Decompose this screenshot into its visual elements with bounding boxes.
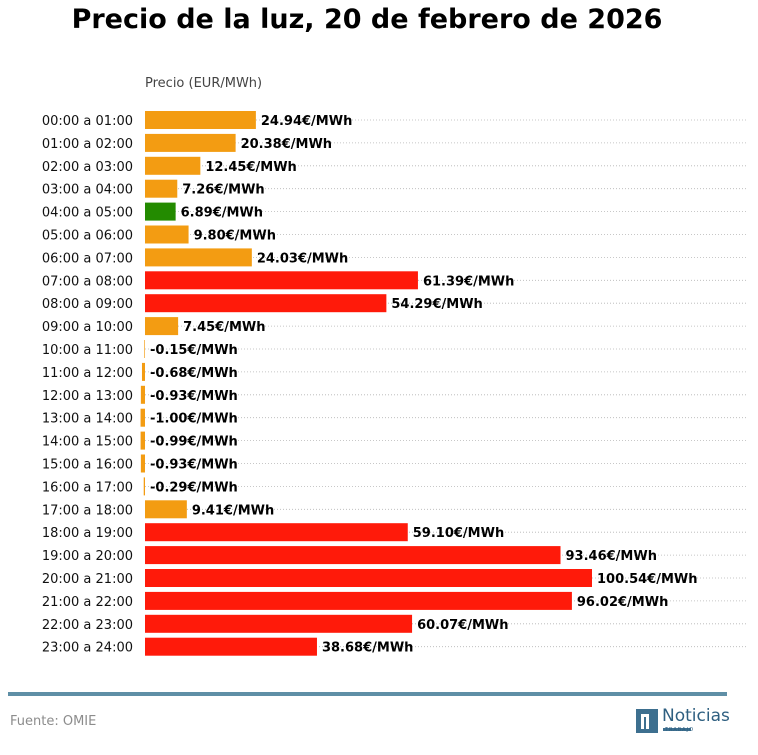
y-tick-label: 13:00 a 14:00 [42,412,133,427]
y-tick-label: 07:00 a 08:00 [42,274,133,289]
data-label: 38.68€/MWh [322,641,413,656]
bar [145,614,413,633]
data-label: 60.07€/MWh [417,618,508,633]
data-label: 12.45€/MWh [205,160,296,175]
y-tick-label: 05:00 a 06:00 [42,229,133,244]
y-tick-label: 02:00 a 03:00 [42,160,133,175]
bar [145,156,201,175]
data-label: 24.03€/MWh [257,251,348,266]
data-label: 100.54€/MWh [597,572,698,587]
bar [140,431,145,450]
data-label: -0.99€/MWh [150,435,238,450]
bar [145,111,256,129]
data-label: 24.94€/MWh [261,114,352,129]
bar [145,294,387,313]
bar [145,133,236,152]
logo-underline [663,728,691,731]
bar [140,408,145,427]
data-label: 59.10€/MWh [413,526,504,541]
y-tick-label: 22:00 a 23:00 [42,618,133,633]
y-tick-label: 19:00 a 20:00 [42,549,133,564]
x-axis-label: Precio (EUR/MWh) [145,76,262,91]
bar [145,546,561,565]
y-tick-label: 04:00 a 05:00 [42,206,133,221]
y-tick-label: 21:00 a 22:00 [42,595,133,610]
y-tick-label: 01:00 a 02:00 [42,137,133,152]
bar [145,271,418,290]
footer-divider [8,692,727,696]
bar [145,225,189,244]
data-label: 96.02€/MWh [577,595,668,610]
data-label: -1.00€/MWh [150,412,238,427]
bar [140,454,145,473]
bar [145,523,408,542]
noticias-trabajo-logo: Noticias TRABAJO [636,706,732,736]
y-tick-label: 14:00 a 15:00 [42,435,133,450]
y-tick-label: 15:00 a 16:00 [42,458,133,473]
bar [143,477,145,496]
bar [145,637,317,656]
y-tick-label: 17:00 a 18:00 [42,503,133,518]
source-text: Fuente: OMIE [10,714,97,729]
y-tick-label: 10:00 a 11:00 [42,343,133,358]
bar [145,202,176,221]
y-tick-label: 16:00 a 17:00 [42,480,133,495]
logo-wordmark: Noticias [662,706,730,726]
chart-title: Precio de la luz, 20 de febrero de 2026 [71,4,663,35]
y-tick-label: 00:00 a 01:00 [42,114,133,129]
bar [144,340,145,358]
y-tick-label: 08:00 a 09:00 [42,297,133,312]
data-label: -0.93€/MWh [150,389,238,404]
bar [145,179,178,198]
bar-chart: Precio (EUR/MWh) 00:00 a 01:00 24.94€/MWh 0… [42,76,747,656]
y-tick-label: 06:00 a 07:00 [42,251,133,266]
bar [145,591,572,610]
bar [145,569,592,587]
data-label: -0.68€/MWh [150,366,238,381]
data-label: 7.26€/MWh [182,183,264,198]
data-label: 61.39€/MWh [423,274,514,289]
y-tick-label: 18:00 a 19:00 [42,526,133,541]
y-tick-label: 12:00 a 13:00 [42,389,133,404]
y-tick-label: 20:00 a 21:00 [42,572,133,587]
data-label: -0.15€/MWh [150,343,238,358]
bar [145,500,187,519]
data-label: 93.46€/MWh [566,549,657,564]
data-label: 6.89€/MWh [181,206,263,221]
data-label: 54.29€/MWh [391,297,482,312]
y-tick-label: 11:00 a 12:00 [42,366,133,381]
data-label: -0.29€/MWh [150,480,238,495]
data-label: 7.45€/MWh [183,320,265,335]
logo-subtext: TRABAJO [665,727,695,733]
bar [145,317,179,336]
data-label: -0.93€/MWh [150,458,238,473]
data-label: 20.38€/MWh [241,137,332,152]
bar [141,362,145,381]
logo-mark-icon [636,709,658,733]
y-tick-label: 03:00 a 04:00 [42,183,133,198]
data-label: 9.41€/MWh [192,503,274,518]
bar [145,248,252,267]
y-tick-label: 09:00 a 10:00 [42,320,133,335]
data-label: 9.80€/MWh [194,229,276,244]
bar [140,385,145,404]
y-tick-label: 23:00 a 24:00 [42,641,133,656]
